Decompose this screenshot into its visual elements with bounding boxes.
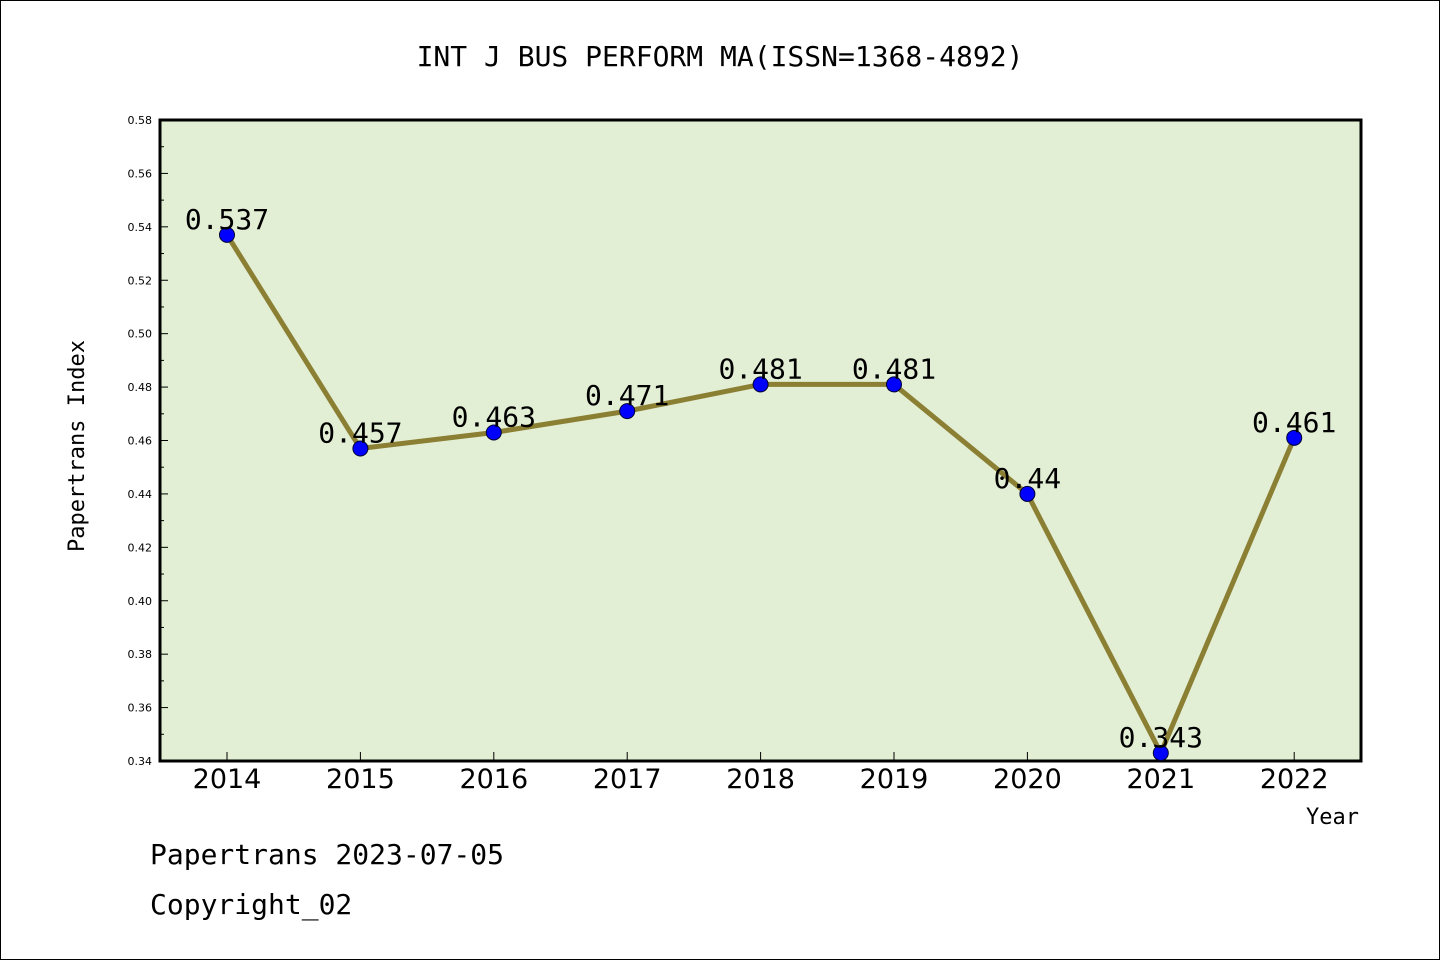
- y-tick-label: 0.56: [128, 167, 153, 180]
- footer-date: Papertrans 2023-07-05: [150, 838, 504, 871]
- y-tick-label: 0.48: [128, 381, 153, 394]
- y-tick-label: 0.54: [128, 221, 153, 234]
- data-label: 0.461: [1252, 406, 1336, 439]
- data-point: [485, 424, 502, 441]
- plot-area: [158, 118, 1363, 763]
- y-tick-label: 0.34: [128, 755, 153, 768]
- y-tick-label: 0.36: [128, 702, 153, 715]
- data-label: 0.463: [452, 400, 536, 433]
- x-tick-label: 2017: [593, 764, 662, 795]
- x-tick-label: 2020: [993, 764, 1062, 795]
- y-tick-label: 0.42: [128, 541, 153, 554]
- data-point: [219, 226, 235, 243]
- data-markers: [219, 226, 1303, 761]
- y-tick-label: 0.58: [128, 114, 153, 127]
- x-tick-label: 2018: [726, 764, 795, 795]
- footer-copyright: Copyright_02: [150, 888, 352, 922]
- chart-title: INT J BUS PERFORM MA(ISSN=1368-4892): [417, 40, 1024, 73]
- data-point: [886, 376, 902, 393]
- y-tick-label: 0.44: [128, 488, 153, 501]
- y-axis-label: Papertrans Index: [65, 340, 90, 552]
- x-tick-label: 2015: [326, 764, 395, 795]
- data-label: 0.44: [994, 462, 1061, 495]
- y-axis: 0.34 0.36 0.38 0.40 0.42 0.44 0.46 0.48 0.50 0.52…: [128, 114, 168, 768]
- data-label: 0.481: [852, 352, 936, 385]
- data-label: 0.343: [1119, 721, 1203, 754]
- x-axis: 2014 2015 2016 2017 2018 2019 2020 2021 2022: [193, 752, 1329, 795]
- data-label: 0.457: [318, 417, 402, 450]
- data-point: [352, 440, 369, 457]
- y-tick-label: 0.50: [128, 328, 153, 341]
- y-tick-label: 0.40: [128, 595, 153, 608]
- x-axis-label: Year: [1306, 805, 1359, 830]
- x-tick-label: 2014: [193, 764, 262, 795]
- y-tick-label: 0.52: [128, 274, 153, 287]
- data-point: [619, 403, 636, 420]
- y-tick-label: 0.38: [128, 648, 153, 661]
- x-tick-label: 2021: [1126, 764, 1195, 795]
- data-labels: 0.537 0.457 0.463 0.471 0.481 0.481 0.44 0.343 0…: [185, 203, 1336, 754]
- x-tick-label: 2022: [1260, 764, 1329, 795]
- data-point: [752, 376, 769, 393]
- x-tick-label: 2019: [860, 764, 929, 795]
- x-tick-label: 2016: [459, 764, 528, 795]
- y-tick-label: 0.46: [128, 435, 153, 448]
- data-label: 0.471: [585, 379, 669, 412]
- data-label: 0.481: [718, 352, 802, 385]
- data-label: 0.537: [185, 203, 269, 236]
- data-point: [1286, 429, 1303, 446]
- data-point: [1019, 485, 1036, 502]
- data-point: [1152, 744, 1169, 761]
